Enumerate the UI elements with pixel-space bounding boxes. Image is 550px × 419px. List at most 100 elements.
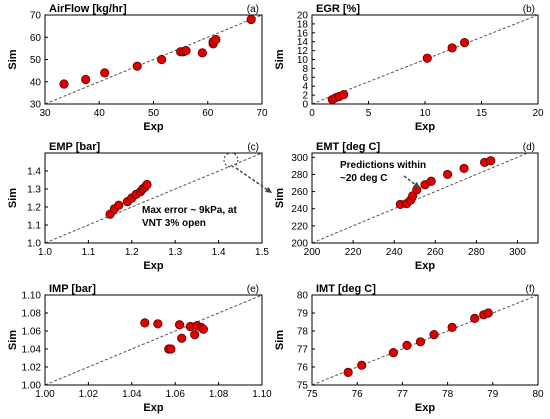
y-tick-label: 16 xyxy=(297,28,309,39)
data-point xyxy=(470,313,480,323)
x-tick-label: 20 xyxy=(532,108,544,119)
y-tick-label: 1.06 xyxy=(22,327,42,338)
x-tick-label: 260 xyxy=(427,247,444,258)
data-point xyxy=(422,53,432,63)
data-point xyxy=(153,319,163,329)
data-point xyxy=(157,54,167,65)
data-point xyxy=(442,169,453,180)
y-axis-label: Sim xyxy=(7,330,19,350)
y-tick-label: 6 xyxy=(302,73,308,84)
arrow-head xyxy=(265,186,272,193)
panel-letter: (e) xyxy=(247,284,259,295)
panel-letter: (b) xyxy=(523,4,535,15)
data-point xyxy=(483,308,493,318)
reference-line xyxy=(311,152,528,244)
x-axis-label: Exp xyxy=(143,121,163,133)
data-point xyxy=(198,324,209,334)
panel-3: 200 220 240 260 280 300 200 220 240 260 280 300 Exp S… xyxy=(274,141,539,272)
data-point xyxy=(447,322,457,332)
x-axis-label: Exp xyxy=(143,402,163,414)
y-tick-label: 80 xyxy=(297,291,309,302)
data-point xyxy=(197,48,207,58)
annotation-text: Max error ~ 9kPa, at xyxy=(142,205,237,216)
panel-title: IMP [bar] xyxy=(49,283,96,295)
x-tick-label: 300 xyxy=(509,247,526,258)
y-tick-label: 14 xyxy=(297,37,309,48)
reference-line xyxy=(44,294,263,386)
x-tick-label: 40 xyxy=(94,108,106,119)
y-tick-label: 10 xyxy=(297,55,309,66)
y-tick-label: 79 xyxy=(297,309,309,320)
x-tick-label: 80 xyxy=(532,389,544,400)
y-tick-label: 40 xyxy=(30,77,42,88)
data-point xyxy=(426,176,436,186)
data-point xyxy=(459,37,470,48)
data-point xyxy=(132,61,142,71)
y-tick-label: 50 xyxy=(30,55,42,66)
y-tick-label: 200 xyxy=(291,239,308,250)
x-tick-label: 1.4 xyxy=(212,247,226,258)
x-tick-label: 240 xyxy=(386,247,403,258)
x-tick-label: 280 xyxy=(468,247,485,258)
data-point xyxy=(343,367,353,377)
x-axis-label: Exp xyxy=(143,260,163,272)
y-axis-label: Sim xyxy=(274,188,286,208)
data-point xyxy=(486,156,496,166)
x-tick-label: 15 xyxy=(476,108,488,119)
x-tick-label: 1.10 xyxy=(252,389,272,400)
x-tick-label: 5 xyxy=(366,108,372,119)
x-tick-label: 1.5 xyxy=(255,247,269,258)
y-axis-label: Sim xyxy=(7,188,19,208)
data-point xyxy=(100,68,110,78)
y-tick-label: 18 xyxy=(297,19,309,30)
x-tick-label: 1.06 xyxy=(165,389,185,400)
y-tick-label: 4 xyxy=(302,82,308,93)
data-point xyxy=(429,329,439,340)
y-tick-label: 1.3 xyxy=(27,185,41,196)
data-point xyxy=(59,79,69,89)
y-tick-label: 8 xyxy=(302,64,308,75)
y-tick-label: 1.0 xyxy=(27,239,41,250)
data-point xyxy=(402,340,412,350)
y-tick-label: 30 xyxy=(30,100,42,111)
data-point xyxy=(357,360,367,370)
panel-letter: (a) xyxy=(247,4,259,15)
y-axis-label: Sim xyxy=(274,330,286,350)
x-tick-label: 70 xyxy=(256,108,268,119)
y-tick-label: 1.00 xyxy=(22,381,42,392)
x-axis-label: Exp xyxy=(415,260,435,272)
data-point xyxy=(459,163,469,174)
y-tick-label: 1.04 xyxy=(22,345,42,356)
y-tick-label: 20 xyxy=(297,11,309,22)
panel-0: 30 40 50 60 70 30 40 50 60 70 Exp Sim AirFlow [kg/hr… xyxy=(7,3,268,133)
y-tick-label: 260 xyxy=(291,187,308,198)
x-tick-label: 1.02 xyxy=(79,389,99,400)
y-tick-label: 1.4 xyxy=(27,167,41,178)
data-point xyxy=(211,34,221,45)
y-tick-label: 1.1 xyxy=(27,221,41,232)
x-tick-label: 77 xyxy=(397,389,409,400)
y-tick-label: 12 xyxy=(297,46,309,57)
panel-title: EGR [%] xyxy=(316,3,360,15)
plot-frame xyxy=(311,152,539,244)
data-point xyxy=(388,347,398,358)
panel-letter: (c) xyxy=(247,142,259,153)
y-tick-label: 78 xyxy=(297,327,309,338)
data-point xyxy=(339,90,349,100)
panel-title: IMT [deg C] xyxy=(316,283,376,295)
x-tick-label: 10 xyxy=(419,108,431,119)
y-tick-label: 300 xyxy=(291,153,308,164)
data-point xyxy=(181,45,191,56)
panel-4: 1.00 1.02 1.04 1.06 1.08 1.10 1.00 1.02 1.04 1.06… xyxy=(7,283,272,414)
panel-2: 1.0 1.1 1.2 1.3 1.4 1.5 1.0 1.1 1.2 1.3 1.4 Exp Sim E… xyxy=(7,141,273,272)
x-tick-label: 1.04 xyxy=(122,389,142,400)
x-tick-label: 79 xyxy=(487,389,499,400)
x-tick-label: 76 xyxy=(352,389,364,400)
x-tick-label: 220 xyxy=(345,247,362,258)
x-tick-label: 30 xyxy=(39,108,51,119)
y-axis-label: Sim xyxy=(274,49,286,69)
y-axis-label: Sim xyxy=(7,49,19,69)
x-tick-label: 1.1 xyxy=(81,247,95,258)
data-point xyxy=(190,329,200,340)
